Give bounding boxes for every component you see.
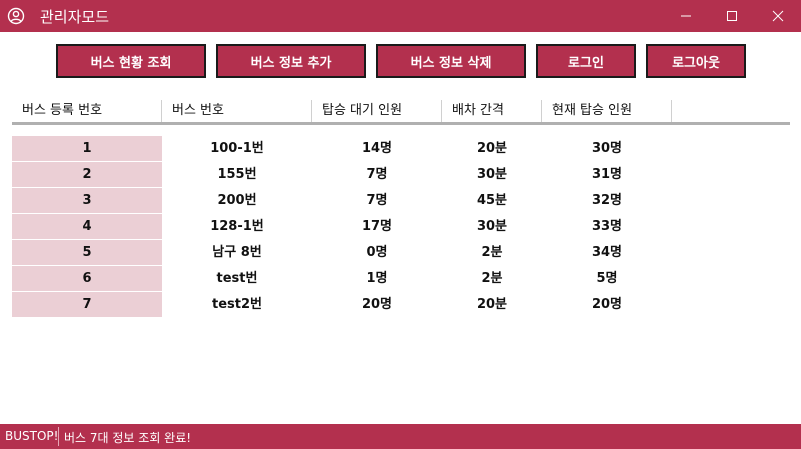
table-row[interactable]: 7 test2번 20명 20분 20명 (12, 292, 790, 318)
logout-button[interactable]: 로그아웃 (646, 44, 746, 78)
table-row[interactable]: 3 200번 7명 45분 32명 (12, 188, 790, 214)
column-header-bus-no[interactable]: 버스 번호 (162, 100, 312, 122)
status-bar: BUSTOP! 버스 7대 정보 조회 완료! (0, 424, 801, 449)
cell-bus-reg-no: 7 (12, 292, 162, 317)
table-row[interactable]: 6 test번 1명 2분 5명 (12, 266, 790, 292)
cell-bus-no: 100-1번 (210, 141, 264, 156)
cell-onboard: 20명 (591, 297, 623, 312)
status-app-name: BUSTOP! (5, 429, 59, 443)
cell-bus-reg-no: 6 (12, 266, 162, 291)
cell-bus-reg-no: 4 (12, 214, 162, 239)
table-row[interactable]: 4 128-1번 17명 30분 33명 (12, 214, 790, 240)
cell-bus-reg-no: 3 (12, 188, 162, 213)
column-header-waiting[interactable]: 탑승 대기 인원 (312, 100, 442, 122)
cell-waiting: 1명 (366, 271, 388, 286)
header-divider (12, 122, 790, 125)
cell-waiting: 0명 (366, 245, 388, 260)
bus-info-delete-button[interactable]: 버스 정보 삭제 (376, 44, 526, 78)
cell-waiting: 17명 (361, 219, 393, 234)
maximize-icon (727, 11, 737, 21)
cell-waiting: 14명 (361, 141, 393, 156)
cell-bus-no: 남구 8번 (212, 245, 262, 260)
cell-interval: 2분 (481, 271, 503, 286)
cell-bus-reg-no: 1 (12, 136, 162, 161)
cell-bus-reg-no: 2 (12, 162, 162, 187)
close-icon (772, 10, 784, 22)
cell-interval: 2분 (481, 245, 503, 260)
cell-interval: 20분 (476, 141, 508, 156)
user-circle-icon (7, 7, 25, 25)
bus-info-add-button[interactable]: 버스 정보 추가 (216, 44, 366, 78)
cell-interval: 30분 (476, 167, 508, 182)
table-row[interactable]: 2 155번 7명 30분 31명 (12, 162, 790, 188)
cell-bus-no: 200번 (217, 193, 257, 208)
cell-waiting: 20명 (361, 297, 393, 312)
cell-interval: 30분 (476, 219, 508, 234)
table-header: 버스 등록 번호 버스 번호 탑승 대기 인원 배차 간격 현재 탑승 인원 (12, 100, 790, 126)
column-header-interval[interactable]: 배차 간격 (442, 100, 542, 122)
status-message: 버스 7대 정보 조회 완료! (64, 431, 192, 445)
cell-waiting: 7명 (366, 167, 388, 182)
cell-onboard: 34명 (591, 245, 623, 260)
table-row[interactable]: 5 남구 8번 0명 2분 34명 (12, 240, 790, 266)
login-button[interactable]: 로그인 (536, 44, 636, 78)
cell-bus-no: test번 (216, 271, 258, 286)
cell-bus-no: 155번 (217, 167, 257, 182)
cell-waiting: 7명 (366, 193, 388, 208)
column-header-onboard[interactable]: 현재 탑승 인원 (542, 100, 672, 122)
bus-status-query-button[interactable]: 버스 현황 조회 (56, 44, 206, 78)
cell-onboard: 32명 (591, 193, 623, 208)
title-bar: 관리자모드 (0, 0, 801, 32)
cell-bus-no: test2번 (212, 297, 262, 312)
status-separator (58, 427, 59, 446)
cell-bus-reg-no: 5 (12, 240, 162, 265)
cell-onboard: 5명 (596, 271, 618, 286)
column-header-bus-reg-no[interactable]: 버스 등록 번호 (12, 100, 162, 122)
maximize-button[interactable] (709, 0, 755, 32)
cell-onboard: 30명 (591, 141, 623, 156)
cell-interval: 45분 (476, 193, 508, 208)
minimize-icon (681, 15, 691, 17)
close-button[interactable] (755, 0, 801, 32)
window-title: 관리자모드 (40, 8, 110, 26)
minimize-button[interactable] (663, 0, 709, 32)
cell-onboard: 33명 (591, 219, 623, 234)
cell-bus-no: 128-1번 (210, 219, 264, 234)
cell-onboard: 31명 (591, 167, 623, 182)
cell-interval: 20분 (476, 297, 508, 312)
table-row[interactable]: 1 100-1번 14명 20분 30명 (12, 136, 790, 162)
